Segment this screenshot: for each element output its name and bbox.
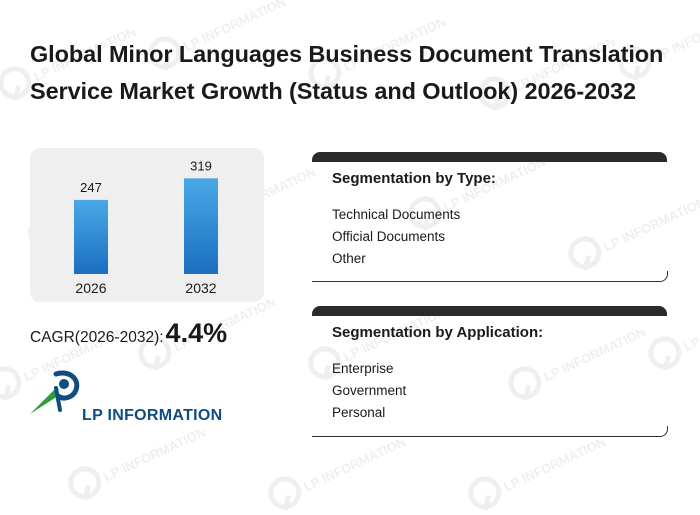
x-tick-label-2026: 2026 <box>75 280 106 296</box>
bar-chart-panel: 247 2026 319 2032 <box>30 148 264 302</box>
watermark-stamp: LP INFORMATION <box>260 434 410 515</box>
watermark-stamp: LP INFORMATION <box>60 424 210 512</box>
cagr-readout: CAGR(2026-2032): 4.4% <box>30 318 227 349</box>
segmentation-application-list: Enterprise Government Personal <box>332 358 406 424</box>
list-item: Technical Documents <box>332 207 461 222</box>
segmentation-by-type-card: Segmentation by Type: Technical Document… <box>312 152 668 282</box>
svg-text:LP INFORMATION: LP INFORMATION <box>101 430 208 484</box>
list-item: Official Documents <box>332 229 446 244</box>
page-title: Global Minor Languages Business Document… <box>30 41 664 104</box>
list-item: Enterprise <box>332 361 394 376</box>
card-bottom-line <box>312 426 668 437</box>
bar-2026 <box>74 199 108 274</box>
segmentation-by-application-card: Segmentation by Application: Enterprise … <box>312 306 668 437</box>
x-tick-label-2032: 2032 <box>185 280 216 296</box>
logo-text: LP INFORMATION <box>82 407 223 424</box>
logo-mark-icon <box>30 370 80 414</box>
data-label-2032: 319 <box>190 158 212 173</box>
segmentation-application-title: Segmentation by Application: <box>332 324 544 341</box>
bar-chart: 247 2026 319 2032 <box>74 158 218 296</box>
segmentation-type-title: Segmentation by Type: <box>332 170 496 187</box>
svg-text:LP INFORMATION: LP INFORMATION <box>301 440 408 494</box>
bar-2032 <box>184 178 218 274</box>
card-top-bar <box>312 306 667 316</box>
company-logo: LP INFORMATION <box>28 368 222 430</box>
segmentation-type-list: Technical Documents Official Documents O… <box>332 204 460 270</box>
cagr-value: 4.4% <box>165 318 228 348</box>
watermark-stamp: LP INFORMATION <box>460 434 610 515</box>
svg-text:LP INFORMATION: LP INFORMATION <box>501 440 608 494</box>
list-item: Government <box>332 383 407 398</box>
cagr-label: CAGR(2026-2032): <box>30 329 164 346</box>
card-bottom-line <box>312 271 668 282</box>
card-top-bar <box>312 152 667 162</box>
list-item: Personal <box>332 405 386 420</box>
svg-text:LP INFORMATION: LP INFORMATION <box>681 300 700 354</box>
data-label-2026: 247 <box>80 180 102 195</box>
list-item: Other <box>332 251 366 266</box>
